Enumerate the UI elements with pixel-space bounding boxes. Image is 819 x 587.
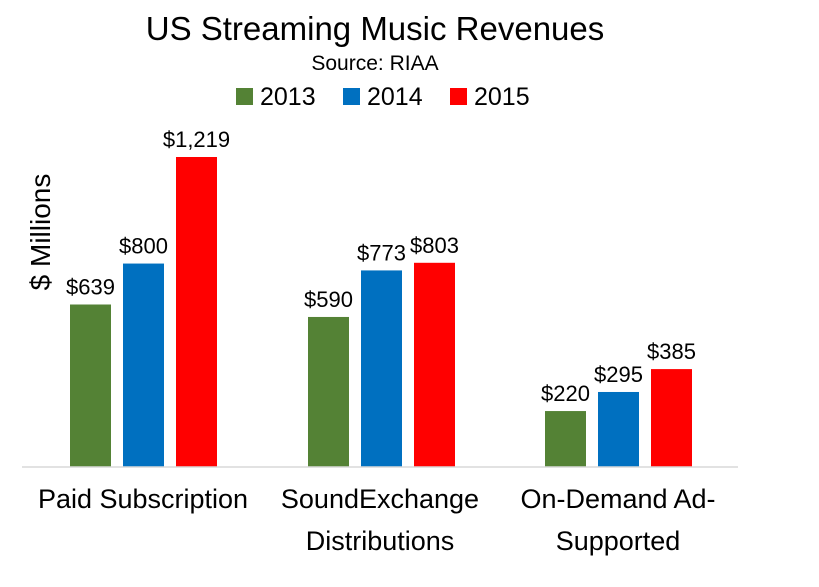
legend-label-2013: 2013 — [260, 83, 316, 111]
category-label-3-line-2: Supported — [556, 526, 681, 556]
category-label-2-line-1: SoundExchange — [281, 484, 479, 514]
legend: 2013 2014 2015 — [236, 83, 530, 111]
data-label-2013-1: $639 — [66, 274, 115, 299]
category-labels: Paid Subscription SoundExchange Distributi… — [38, 484, 716, 556]
bar-2015-2 — [414, 262, 455, 467]
legend-label-2014: 2014 — [367, 83, 423, 111]
legend-label-2015: 2015 — [474, 83, 530, 111]
category-label-3-line-1: On-Demand Ad- — [520, 484, 715, 514]
bar-2013-1 — [70, 304, 111, 467]
bar-2014-2 — [361, 270, 402, 467]
data-label-2014-1: $800 — [119, 234, 168, 259]
category-label-2-line-2: Distributions — [306, 526, 455, 556]
bar-2015-3 — [651, 369, 692, 467]
legend-swatch-2014 — [343, 88, 360, 105]
chart-title: US Streaming Music Revenues — [146, 10, 605, 47]
data-label-2014-2: $773 — [357, 240, 406, 265]
data-label-2015-1: $1,219 — [163, 127, 230, 152]
y-axis-label: $ Millions — [25, 174, 56, 291]
data-label-2015-2: $803 — [410, 233, 459, 258]
legend-swatch-2015 — [450, 88, 467, 105]
bar-2014-1 — [123, 263, 164, 467]
category-label-1-line-1: Paid Subscription — [38, 484, 248, 514]
data-label-2015-3: $385 — [647, 339, 696, 364]
bars-group: $639$800 $1,219 $590$773 $803 $220$295$385 — [66, 127, 696, 467]
chart-subtitle: Source: RIAA — [311, 52, 438, 75]
bar-2015-1 — [176, 157, 217, 467]
bar-2013-3 — [545, 411, 586, 467]
bar-2013-2 — [308, 316, 349, 467]
data-label-2013-2: $590 — [304, 287, 353, 312]
data-label-2013-3: $220 — [541, 381, 590, 406]
data-label-2014-3: $295 — [594, 362, 643, 387]
bar-2014-3 — [598, 391, 639, 467]
legend-swatch-2013 — [236, 88, 253, 105]
